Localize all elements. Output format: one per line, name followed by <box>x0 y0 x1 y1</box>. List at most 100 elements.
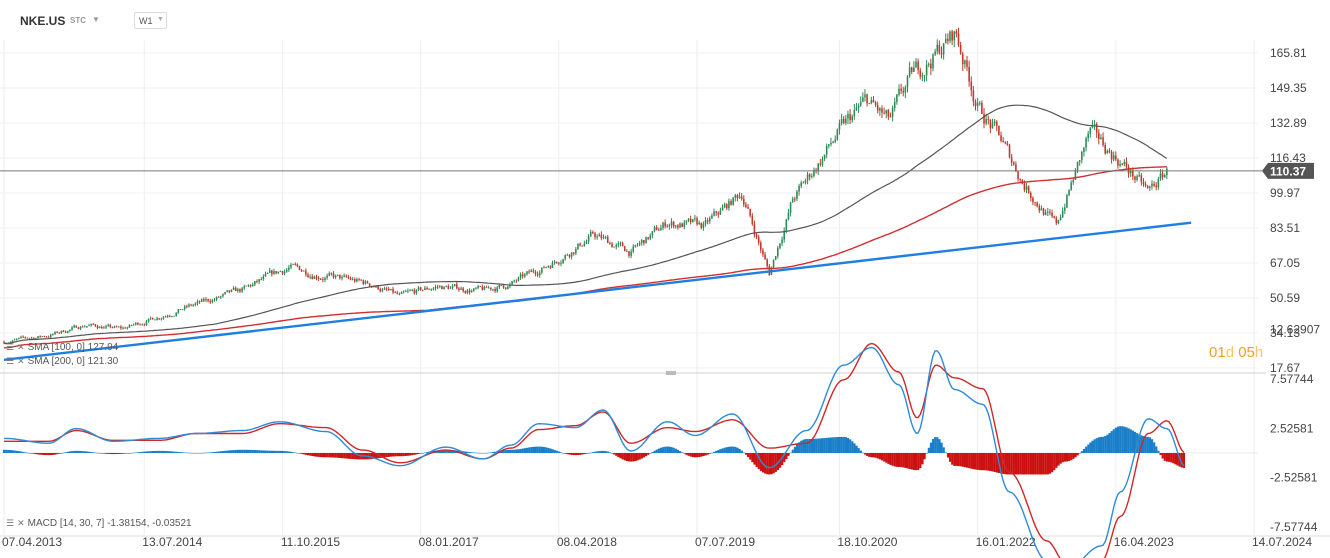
candle-body <box>1136 176 1138 180</box>
candle-body <box>757 236 760 243</box>
candle-body <box>13 339 16 341</box>
macd-histogram-bar <box>1029 453 1032 475</box>
candle-body <box>619 242 622 244</box>
candle-body <box>1044 212 1047 215</box>
candle-body <box>683 222 686 227</box>
candle-body <box>496 287 498 292</box>
macd-histogram-bar <box>58 453 61 454</box>
candle-body <box>1072 179 1075 183</box>
candle-body <box>723 204 726 208</box>
candle-body <box>725 204 728 209</box>
close-icon[interactable]: ✕ <box>17 356 25 366</box>
macd-histogram-bar <box>946 453 950 458</box>
candle-body <box>383 288 386 290</box>
macd-histogram-bar <box>625 453 629 462</box>
macd-histogram-bar <box>88 451 91 453</box>
panel-resize-handle[interactable] <box>666 371 676 375</box>
macd-histogram-bar <box>413 453 416 455</box>
candle-body <box>1017 171 1019 180</box>
macd-histogram-bar <box>619 453 622 459</box>
macd-histogram-bar <box>931 438 935 453</box>
price-tick-label: 34.13 <box>1270 326 1300 340</box>
macd-histogram-bar <box>385 453 388 458</box>
chevron-down-icon[interactable]: ▼ <box>92 15 100 24</box>
candle-body <box>626 251 628 252</box>
candle-body <box>173 315 175 317</box>
candle-body <box>490 287 492 290</box>
macd-histogram-bar <box>672 447 675 453</box>
settings-icon[interactable]: ☰ <box>6 342 15 352</box>
candle-body <box>966 60 968 67</box>
candle-body <box>313 276 316 280</box>
macd-histogram-bar <box>1165 453 1169 462</box>
candle-body <box>834 139 837 142</box>
macd-histogram-bar <box>683 453 686 454</box>
candle-body <box>309 276 311 278</box>
candle-body <box>143 324 146 326</box>
macd-histogram-bar <box>972 453 975 470</box>
candle-body <box>1085 138 1087 148</box>
candle-body <box>237 289 239 292</box>
candle-body <box>75 325 78 328</box>
macd-histogram-bar <box>281 450 284 453</box>
macd-histogram-bar <box>313 453 316 457</box>
candle-body <box>341 276 343 279</box>
macd-histogram-bar <box>1097 437 1101 453</box>
candle-body <box>470 290 473 293</box>
macd-histogram-bar <box>170 451 174 453</box>
timeframe-select[interactable]: W1 ▼ <box>134 12 167 29</box>
candle-body <box>976 103 979 106</box>
candle-body <box>919 70 922 77</box>
macd-histogram-bar <box>483 452 486 454</box>
candle-body <box>188 304 190 307</box>
candle-body <box>1106 150 1109 154</box>
candle-body <box>492 289 494 290</box>
candle-body <box>959 44 962 54</box>
candle-body <box>96 326 99 329</box>
candle-body <box>443 286 445 290</box>
sma100-legend[interactable]: ☰ ✕ SMA [100, 0] 127.94 <box>6 342 118 353</box>
chart-toolbar: NKE.US STC ▼ W1 ▼ <box>0 0 1330 40</box>
macd-histogram-bar <box>1085 446 1088 453</box>
instrument-type-select[interactable]: STC <box>70 16 86 25</box>
macd-histogram-bar <box>1133 431 1137 453</box>
macd-legend[interactable]: ☰ ✕ MACD [14, 30, 7] -1.38154, -0.03521 <box>6 518 192 529</box>
trendline[interactable] <box>3 221 1192 362</box>
candle-body <box>1000 135 1002 141</box>
macd-histogram-bar <box>1172 453 1175 464</box>
macd-histogram-bar <box>581 453 584 455</box>
macd-histogram-bar <box>487 452 490 454</box>
candle-body <box>192 304 195 306</box>
macd-histogram-bar <box>963 453 967 468</box>
close-icon[interactable]: ✕ <box>17 342 25 352</box>
candle-body <box>62 330 65 332</box>
macd-histogram-bar <box>1025 453 1028 475</box>
candle-body <box>343 275 345 277</box>
sma200-legend[interactable]: ☰ ✕ SMA [200, 0] 121.30 <box>6 356 118 367</box>
macd-histogram-bar <box>130 452 133 454</box>
settings-icon[interactable]: ☰ <box>6 356 15 366</box>
candle-body <box>927 63 930 65</box>
macd-histogram-bar <box>141 451 144 453</box>
macd-histogram-bar <box>545 447 548 453</box>
macd-histogram-bar <box>753 453 756 465</box>
macd-histogram-bar <box>795 444 799 453</box>
candle-body <box>1134 176 1136 180</box>
price-tick-label: 132.89 <box>1270 116 1307 130</box>
candle-body <box>232 287 235 290</box>
candle-body <box>15 338 18 340</box>
candle-body <box>623 246 626 252</box>
macd-histogram-bar <box>324 453 327 458</box>
close-icon[interactable]: ✕ <box>17 518 25 528</box>
candle-body <box>268 270 271 273</box>
macd-histogram-bar <box>43 453 46 456</box>
candle-body <box>200 299 203 302</box>
macd-histogram-bar <box>885 453 888 463</box>
price-tick-label: 149.35 <box>1270 81 1307 95</box>
candle-body <box>385 288 388 290</box>
settings-icon[interactable]: ☰ <box>6 518 15 528</box>
candle-body <box>1032 197 1034 203</box>
macd-histogram-bar <box>22 451 25 453</box>
macd-histogram-bar <box>844 437 848 453</box>
